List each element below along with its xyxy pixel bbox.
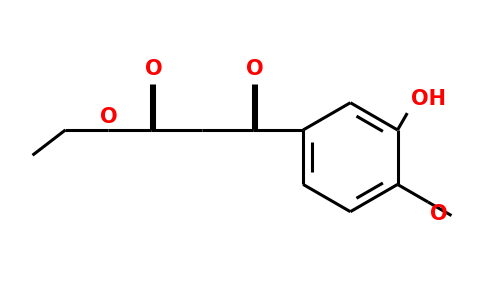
Text: O: O xyxy=(100,107,117,127)
Text: OH: OH xyxy=(411,89,446,109)
Text: O: O xyxy=(246,58,263,79)
Text: O: O xyxy=(430,204,447,224)
Text: O: O xyxy=(145,58,162,79)
